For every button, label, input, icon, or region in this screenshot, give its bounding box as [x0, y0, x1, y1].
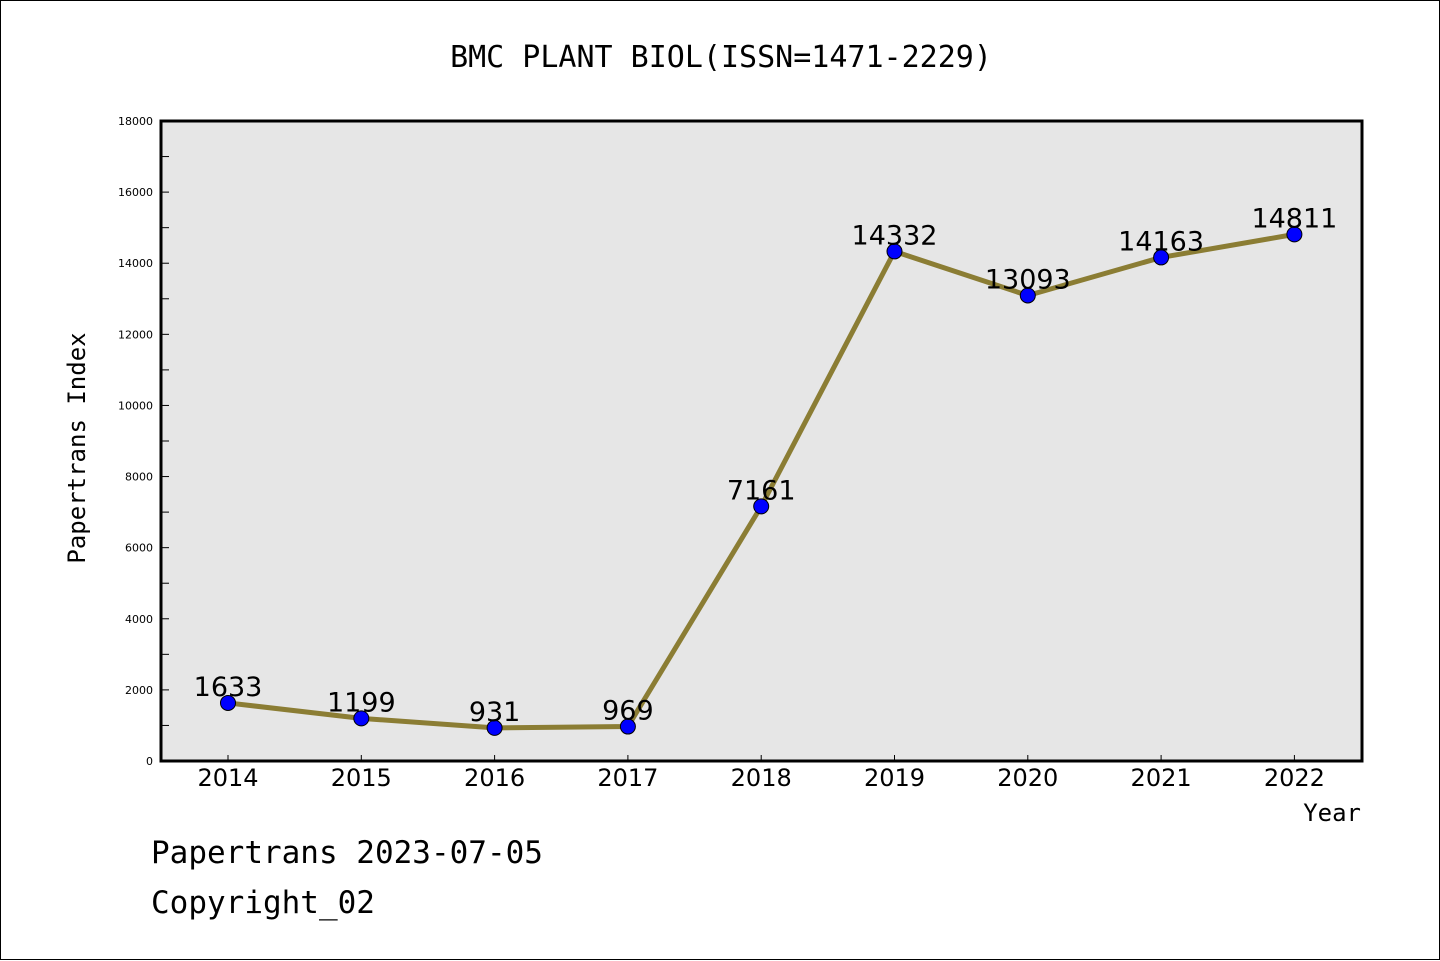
y-tick-label: 18000 — [118, 115, 153, 128]
x-tick-label: 2022 — [1264, 764, 1325, 792]
data-label: 14163 — [1118, 226, 1204, 257]
data-point — [619, 718, 636, 735]
y-tick-label: 16000 — [118, 186, 153, 199]
data-label: 1199 — [327, 687, 396, 718]
footer-copyright: Copyright_02 — [151, 885, 375, 921]
y-tick-label: 6000 — [125, 542, 153, 555]
x-tick-label: 2016 — [464, 764, 525, 792]
data-points — [220, 226, 1303, 736]
data-label: 969 — [602, 696, 654, 727]
x-tick-label: 2015 — [331, 764, 392, 792]
x-tick-label: 2019 — [864, 764, 925, 792]
y-tick-label: 2000 — [125, 684, 153, 697]
data-point — [1153, 249, 1170, 266]
x-axis: 2014 2015 2016 2017 2018 2019 2020 2021 2022 — [197, 755, 1325, 792]
data-label: 13093 — [985, 264, 1071, 295]
data-point — [753, 498, 770, 515]
x-axis-label: Year — [1303, 799, 1361, 827]
plot-area — [159, 119, 1364, 763]
y-tick-label: 8000 — [125, 471, 153, 484]
data-label: 1633 — [194, 672, 263, 703]
x-tick-label: 2014 — [197, 764, 258, 792]
y-tick-label: 0 — [146, 755, 153, 768]
data-point — [220, 694, 236, 711]
data-label: 7161 — [727, 475, 796, 506]
data-point — [353, 710, 370, 727]
x-tick-label: 2021 — [1131, 764, 1192, 792]
data-point — [886, 243, 903, 260]
footer-date: Papertrans 2023-07-05 — [151, 835, 543, 871]
data-labels: 1633 1199 931 969 7161 14332 13093 14163 14811 — [194, 203, 1338, 728]
x-tick-label: 2020 — [997, 764, 1058, 792]
y-tick-label: 4000 — [125, 613, 153, 626]
data-label: 931 — [469, 697, 521, 728]
data-point — [1286, 226, 1303, 243]
x-tick-label: 2018 — [731, 764, 792, 792]
data-point — [1019, 287, 1036, 304]
y-axis: 0 2000 4000 6000 8000 10000 12000 14000 16000 180… — [118, 115, 169, 768]
y-axis-label: Papertrans Index — [63, 332, 91, 563]
chart-title: BMC PLANT BIOL(ISSN=1471-2229) — [450, 40, 992, 75]
data-label: 14811 — [1251, 203, 1337, 234]
y-tick-label: 12000 — [118, 328, 153, 341]
y-tick-label: 14000 — [118, 257, 153, 270]
y-tick-label: 10000 — [118, 399, 153, 412]
data-label: 14332 — [852, 220, 938, 251]
x-tick-label: 2017 — [597, 764, 658, 792]
data-point — [486, 719, 503, 736]
